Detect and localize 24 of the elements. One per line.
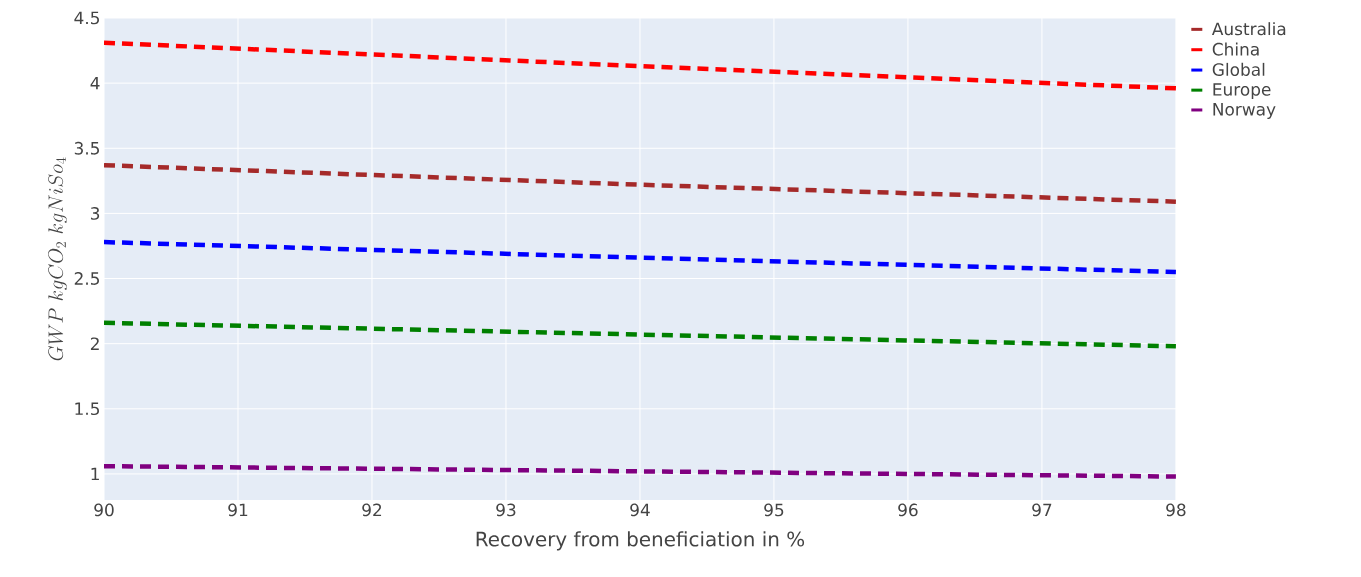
y-tick-label: 3 — [91, 206, 100, 220]
y-axis-title: $GWP\ kgCO_2\ kgNiSo_4$ — [48, 157, 67, 361]
y-tick-label: 3.5 — [74, 141, 99, 155]
legend-label: Australia — [1211, 22, 1286, 36]
y-tick-label: 4 — [90, 76, 100, 90]
x-tick-label: 98 — [1166, 503, 1186, 517]
x-tick-label: 95 — [764, 503, 784, 517]
x-tick-label: 96 — [898, 503, 918, 517]
legend-label: Norway — [1213, 103, 1276, 119]
x-tick-label: 94 — [630, 503, 650, 517]
x-tick-label: 90 — [94, 503, 114, 517]
y-tick-label: 4.5 — [74, 11, 99, 25]
legend-label: Europe — [1213, 83, 1271, 100]
legend-label: Global — [1212, 62, 1265, 76]
x-tick-label: 93 — [496, 503, 516, 517]
legend-label: China — [1212, 42, 1259, 56]
x-tick-label: 91 — [228, 503, 248, 517]
x-tick-label: 97 — [1032, 503, 1052, 517]
y-tick-label: 2.5 — [74, 272, 99, 285]
y-tick-label: 2 — [90, 337, 99, 350]
y-tick-label: 1.5 — [75, 402, 99, 416]
x-tick-label: 92 — [362, 503, 382, 517]
y-tick-label: 1 — [91, 467, 99, 481]
x-axis-title: Recovery from beneficiation in % — [476, 531, 805, 551]
